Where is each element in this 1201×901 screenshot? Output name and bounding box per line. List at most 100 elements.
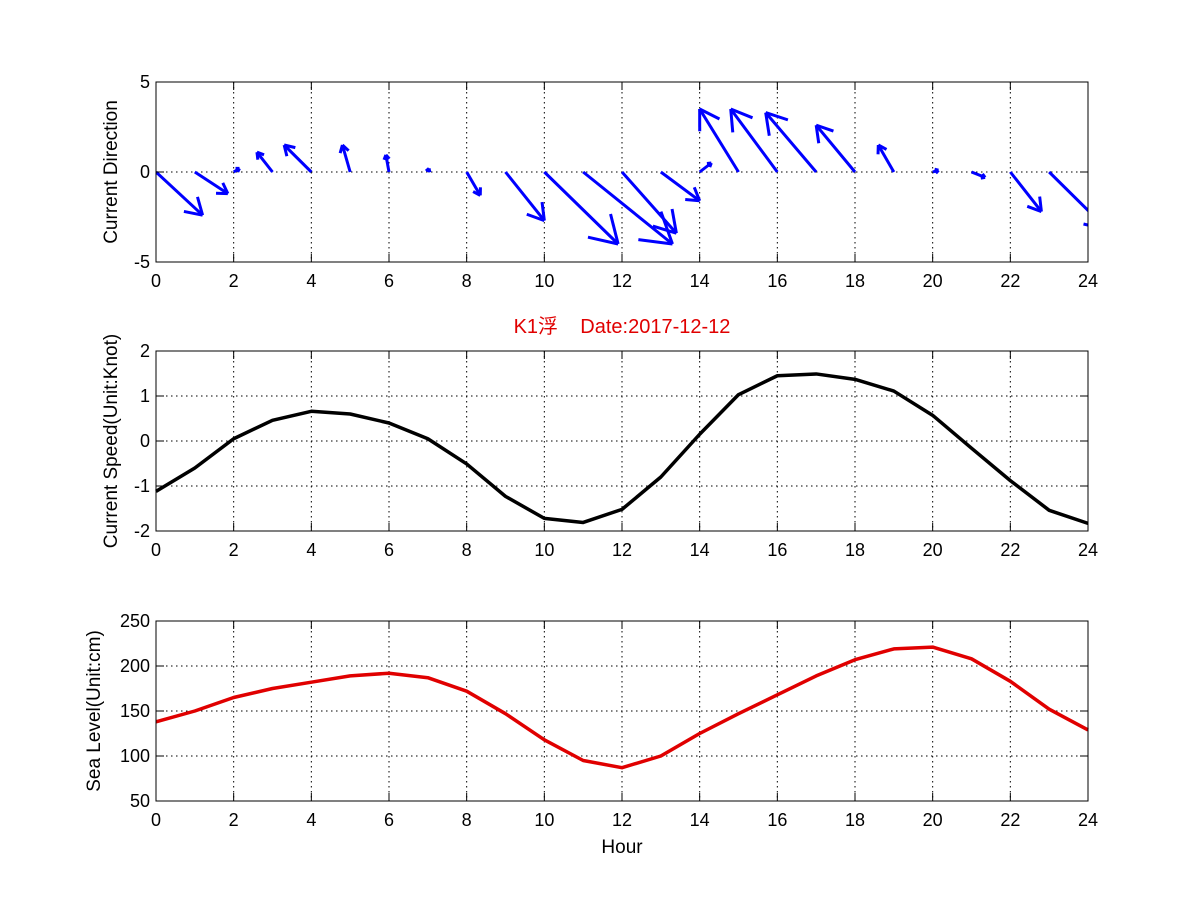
current-arrow — [814, 123, 857, 173]
current-arrow-shaft — [764, 111, 818, 173]
sea-level-xtick-label: 18 — [845, 810, 865, 830]
current-speed-ytick-label: 0 — [140, 431, 150, 451]
sea-level-xtick-label: 8 — [462, 810, 472, 830]
current-arrow-shaft — [504, 171, 546, 222]
current-direction-xtick-label: 12 — [612, 271, 632, 291]
sea-level-xtick-label: 0 — [151, 810, 161, 830]
current-arrow-head — [814, 124, 821, 144]
sea-level-grid — [156, 621, 1088, 801]
current-arrow — [729, 107, 779, 173]
current-arrow-head — [183, 209, 203, 217]
current-direction-xtick-label: 16 — [767, 271, 787, 291]
sea-level-line-layer — [155, 645, 1089, 770]
current-direction-xtick-label: 8 — [462, 271, 472, 291]
current-direction-ylabel: Current Direction — [101, 100, 122, 244]
current-arrow — [156, 170, 205, 217]
current-arrow-head — [609, 213, 620, 245]
current-speed-xtick-label: 24 — [1078, 540, 1098, 560]
current-arrow-shaft — [340, 144, 352, 173]
current-direction-xtick-label: 6 — [384, 271, 394, 291]
current-arrow-head — [196, 196, 205, 216]
current-arrow — [255, 150, 274, 173]
current-speed-xtick-label: 0 — [151, 540, 161, 560]
current-arrow — [1048, 170, 1108, 230]
current-arrow — [382, 153, 391, 173]
current-arrow-shaft — [1048, 170, 1088, 213]
current-arrow — [543, 170, 620, 246]
sea-level-ytick-label: 100 — [120, 746, 150, 766]
current-direction-ytick-label: 5 — [140, 72, 150, 92]
current-arrow-shaft — [698, 108, 740, 173]
sea-level-ytick-label: 250 — [120, 611, 150, 631]
sea-level-xtick-label: 12 — [612, 810, 632, 830]
sea-level-xtick-label: 4 — [306, 810, 316, 830]
current-arrow — [698, 161, 713, 174]
current-arrow-head — [698, 107, 721, 121]
current-direction-xtick-label: 22 — [1000, 271, 1020, 291]
current-speed-ytick-label: 2 — [140, 341, 150, 361]
current-speed-grid — [156, 351, 1088, 531]
chart-title: K1浮 Date:2017-12-12 — [514, 315, 731, 338]
current-arrow-head — [877, 143, 888, 151]
current-arrow-shaft — [543, 170, 620, 246]
current-arrow — [659, 170, 702, 203]
current-direction-xtick-label: 14 — [690, 271, 710, 291]
current-speed-ytick-label: -2 — [134, 521, 150, 541]
current-arrow — [194, 170, 230, 196]
current-arrow — [620, 171, 678, 235]
current-speed-ylabel: Current Speed(Unit:Knot) — [101, 334, 122, 548]
current-arrow-head — [730, 107, 754, 120]
current-arrow-head — [256, 150, 265, 157]
current-arrow — [465, 171, 482, 197]
current-speed-xtick-label: 16 — [767, 540, 787, 560]
current-arrow-head — [472, 190, 481, 197]
current-arrow — [764, 111, 818, 173]
current-arrow-head — [1083, 222, 1088, 227]
current-arrow-head — [652, 224, 677, 235]
current-speed-xtick-label: 6 — [384, 540, 394, 560]
current-arrow-head — [540, 201, 546, 221]
current-arrow-shaft — [156, 170, 204, 217]
current-direction-ytick-label: -5 — [134, 252, 150, 272]
current-arrow-head — [1102, 206, 1108, 230]
current-direction-xtick-label: 24 — [1078, 271, 1098, 291]
current-arrow-head — [1026, 204, 1042, 214]
current-speed-xtick-label: 14 — [690, 540, 710, 560]
sea-level-xtick-label: 16 — [767, 810, 787, 830]
current-arrow-shaft — [620, 171, 678, 235]
current-direction-ticks: 0 2 4 6 8 10 12 14 16 18 20 22 24-505 — [134, 72, 1098, 291]
current-direction-xtick-label: 10 — [534, 271, 554, 291]
current-arrow — [876, 143, 896, 173]
current-arrow-head — [980, 175, 986, 180]
current-arrow-head — [427, 168, 432, 173]
current-speed-xtick-label: 12 — [612, 540, 632, 560]
current-arrow-head — [638, 238, 673, 246]
current-arrow-head — [236, 167, 241, 173]
current-arrow-head — [815, 123, 834, 133]
current-speed-ytick-label: 1 — [140, 386, 150, 406]
current-arrow-shaft — [384, 154, 391, 173]
current-arrow-head — [765, 111, 789, 122]
current-arrow — [970, 170, 987, 180]
current-speed-ytick-label: -1 — [134, 476, 150, 496]
sea-level-xlabel: Hour — [601, 837, 643, 858]
current-direction-arrows — [156, 107, 1108, 246]
sea-level-xtick-label: 6 — [384, 810, 394, 830]
current-arrow — [582, 170, 674, 246]
current-speed-xtick-label: 22 — [1000, 540, 1020, 560]
current-arrow — [338, 143, 352, 173]
current-arrow-shaft — [815, 124, 857, 173]
current-speed-xtick-label: 4 — [306, 540, 316, 560]
sea-level-xtick-label: 24 — [1078, 810, 1098, 830]
current-speed-xtick-label: 18 — [845, 540, 865, 560]
current-arrow-head — [283, 143, 296, 150]
sea-level-xtick-label: 20 — [923, 810, 943, 830]
current-arrow-shaft — [1009, 171, 1043, 213]
current-arrow-shaft — [255, 151, 274, 173]
current-direction-ytick-label: 0 — [140, 162, 150, 182]
sea-level-ytick-label: 150 — [120, 701, 150, 721]
